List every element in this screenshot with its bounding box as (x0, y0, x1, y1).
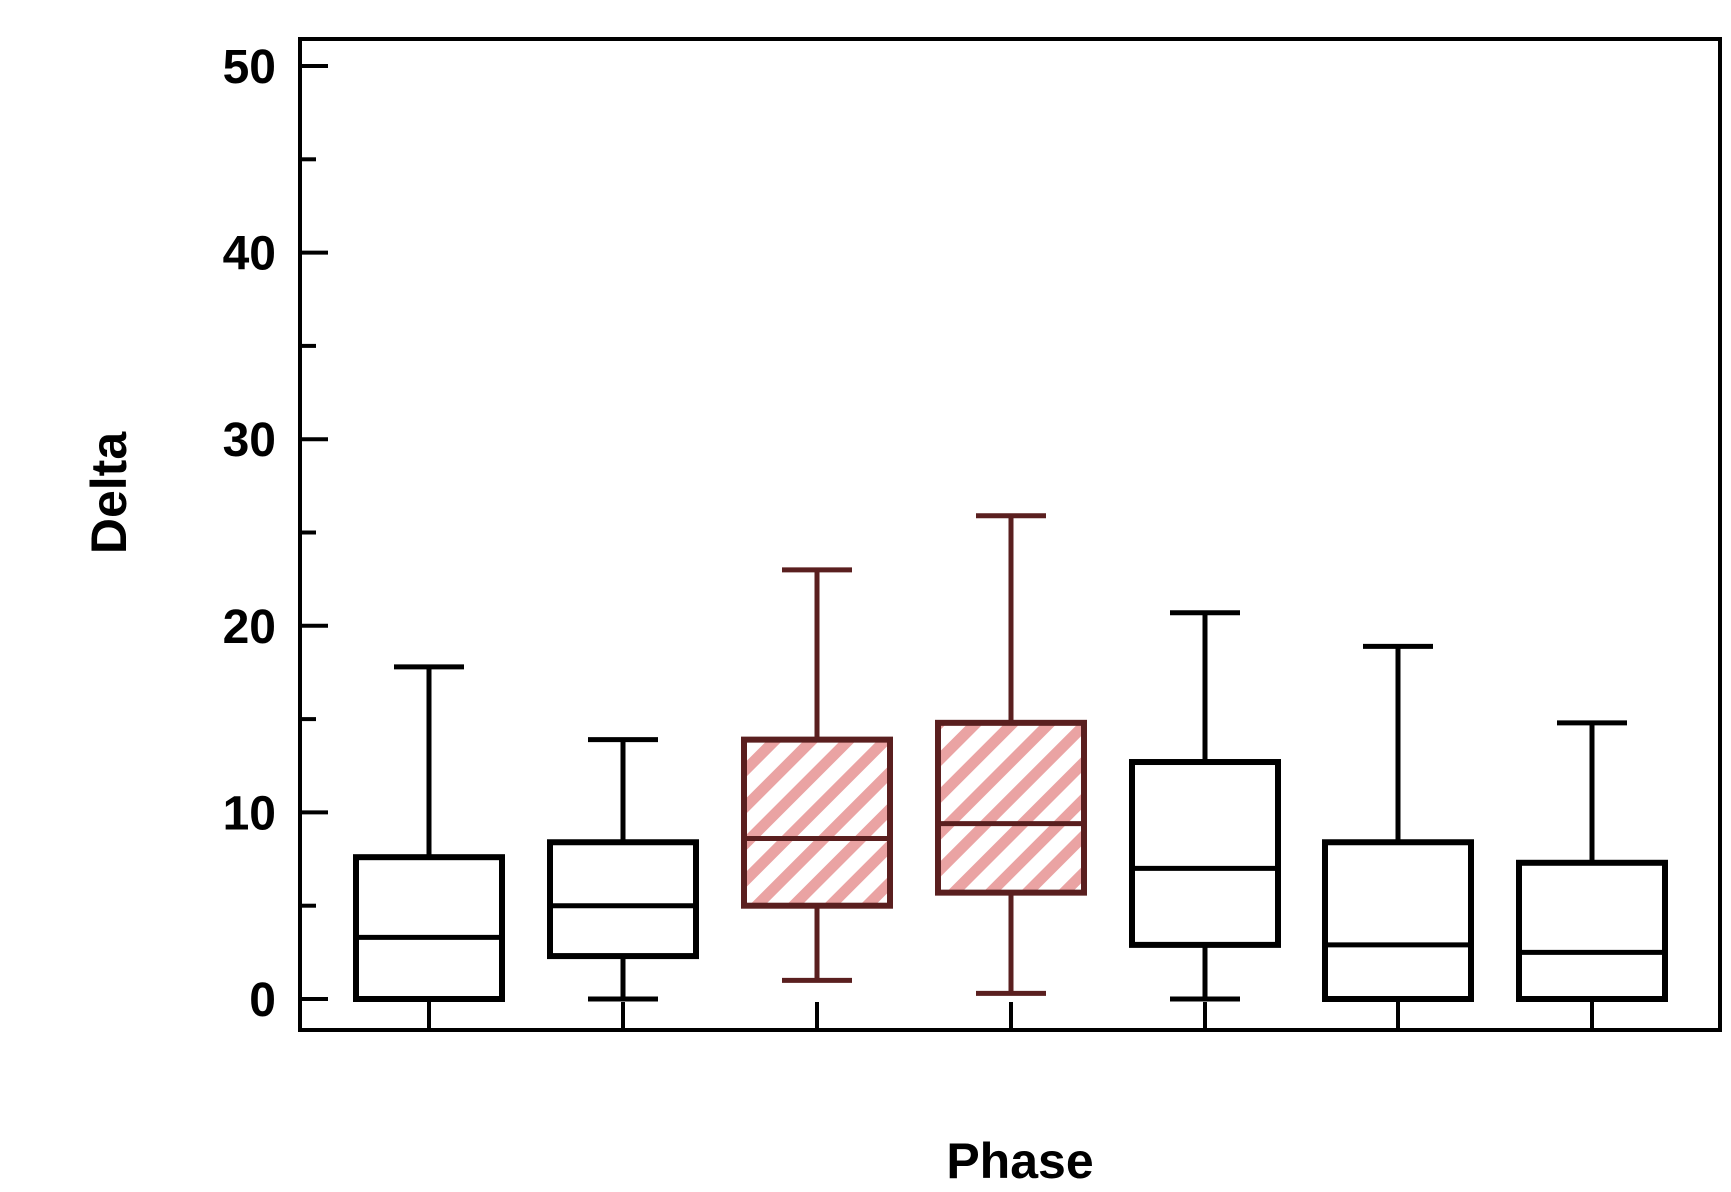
box-group (1516, 720, 1668, 1030)
box-body (353, 854, 505, 1003)
box-group (353, 664, 505, 1030)
y-tick-label: 30 (223, 414, 276, 467)
y-tick-label: 50 (223, 41, 276, 94)
box-body (741, 736, 893, 909)
y-axis-title: Delta (81, 431, 137, 554)
box-group (741, 567, 893, 1030)
box-group (547, 737, 699, 1030)
marks-layer (353, 513, 1668, 1030)
box-group (1322, 643, 1474, 1030)
y-tick-label: 10 (223, 787, 276, 840)
box-body (547, 839, 699, 960)
y-axis: 0 10 20 30 40 50 (223, 41, 328, 1027)
y-tick-label: 0 (249, 974, 276, 1027)
box-group (1129, 610, 1281, 1030)
y-tick-label: 20 (223, 601, 276, 654)
box-group (935, 513, 1087, 1030)
box-body (1322, 839, 1474, 1002)
box-body (935, 719, 1087, 896)
box-body (1516, 859, 1668, 1002)
box-body (1129, 759, 1281, 948)
y-tick-label: 40 (223, 228, 276, 281)
x-axis-title: Phase (946, 1133, 1093, 1187)
